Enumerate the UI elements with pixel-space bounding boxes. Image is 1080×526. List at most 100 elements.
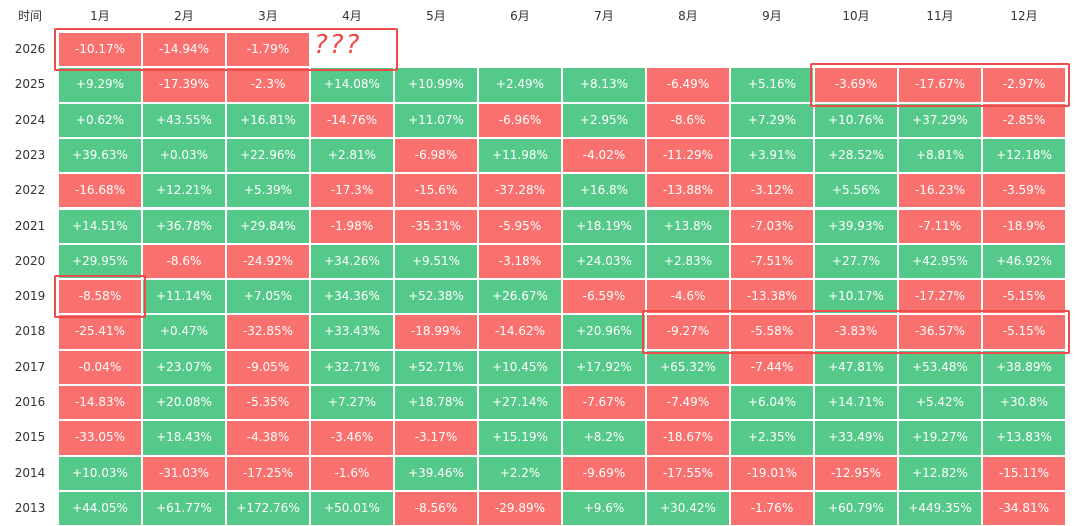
heatmap-cell: -6.59% [562,279,646,315]
heatmap-cell: +20.08% [142,385,226,421]
heatmap-cell: -18.67% [646,420,730,456]
heatmap-cell: +37.29% [898,102,982,138]
heatmap-cell: +2.49% [478,67,562,103]
heatmap-cell: +8.81% [898,137,982,174]
heatmap-cell: -2.3% [226,67,310,103]
heatmap-cell: +17.92% [562,349,646,385]
heatmap-cell: -11.29% [646,137,730,174]
column-header: 9月 [762,9,782,23]
heatmap-cell: -2.97% [982,67,1066,103]
heatmap-cell: +30.8% [982,385,1066,421]
heatmap-cell: +2.83% [646,243,730,280]
heatmap-cell: +172.76% [226,490,310,526]
heatmap-cell: +13.8% [646,208,730,244]
heatmap-cell: +23.07% [142,349,226,385]
heatmap-cell: +12.18% [982,137,1066,174]
heatmap-cell: -5.35% [226,385,310,421]
heatmap-cell: +24.03% [562,243,646,280]
row-label-year: 2024 [14,112,46,127]
heatmap-cell: +46.92% [982,243,1066,280]
heatmap-cell: -7.51% [730,243,814,280]
heatmap-cell: +39.93% [814,208,898,244]
heatmap-cell: -17.67% [898,67,982,103]
heatmap-cell: +449.35% [898,490,982,526]
heatmap-cell: -6.98% [394,137,478,174]
column-header: 11月 [926,9,954,23]
heatmap-cell: +15.19% [478,420,562,456]
heatmap-cell: +12.82% [898,455,982,491]
heatmap-cell: -5.95% [478,208,562,244]
heatmap-cell: -14.76% [310,102,394,138]
heatmap-cell: +0.62% [58,102,142,138]
heatmap-cell: -14.83% [58,385,142,421]
heatmap-cell: -7.11% [898,208,982,244]
heatmap-cell: -25.41% [58,314,142,350]
heatmap-cell: +9.6% [562,490,646,526]
heatmap-cell: +29.95% [58,243,142,280]
heatmap-cell: +13.83% [982,420,1066,456]
heatmap-cell: +47.81% [814,349,898,385]
heatmap-cell: -14.94% [142,32,226,68]
heatmap-cell: +32.71% [310,349,394,385]
heatmap-cell: -6.49% [646,67,730,103]
row-label-year: 2019 [14,289,46,304]
heatmap-cell: -7.44% [730,349,814,385]
heatmap-cell: -9.69% [562,455,646,491]
heatmap-cell: -7.03% [730,208,814,244]
heatmap-cell: +10.76% [814,102,898,138]
heatmap-cell: +34.36% [310,279,394,315]
column-header: 6月 [510,9,530,23]
heatmap-cell: -1.6% [310,455,394,491]
heatmap-cell: +39.46% [394,455,478,491]
heatmap-cell: +18.19% [562,208,646,244]
heatmap-cell: +33.43% [310,314,394,350]
heatmap-cell: +8.13% [562,67,646,103]
heatmap-cell: -18.9% [982,208,1066,244]
heatmap-cell: -16.68% [58,173,142,209]
heatmap-cell: -1.79% [226,32,310,68]
heatmap-cell: -17.3% [310,173,394,209]
heatmap-cell: +27.14% [478,385,562,421]
heatmap-cell: +16.8% [562,173,646,209]
heatmap-cell: +14.08% [310,67,394,103]
heatmap-cell: +29.84% [226,208,310,244]
heatmap-cell: -17.27% [898,279,982,315]
heatmap-cell: +16.81% [226,102,310,138]
heatmap-cell: +10.03% [58,455,142,491]
heatmap-cell: -8.6% [142,243,226,280]
heatmap-cell: -7.49% [646,385,730,421]
heatmap-cell: -8.6% [646,102,730,138]
heatmap-cell: -35.31% [394,208,478,244]
heatmap-cell: +19.27% [898,420,982,456]
heatmap-cell: -24.92% [226,243,310,280]
heatmap-cell: +43.55% [142,102,226,138]
heatmap-cell: -7.67% [562,385,646,421]
heatmap-cell: +39.63% [58,137,142,174]
heatmap-cell: -13.38% [730,279,814,315]
heatmap-cell: -4.38% [226,420,310,456]
row-label-year: 2016 [14,395,46,409]
heatmap-cell: -6.96% [478,102,562,138]
heatmap-cell: +34.26% [310,243,394,280]
heatmap-cell: +5.39% [226,173,310,209]
row-label-year: 2026 [14,42,46,56]
heatmap-cell: -15.6% [394,173,478,209]
heatmap-cell: +38.89% [982,349,1066,385]
row-label-year: 2015 [14,430,46,445]
heatmap-cell: -17.39% [142,67,226,103]
heatmap-cell: +44.05% [58,490,142,526]
heatmap-cell: -3.83% [814,314,898,350]
column-header: 2月 [174,9,194,23]
row-label-year: 2023 [14,147,46,162]
heatmap-cell: +9.51% [394,243,478,280]
heatmap-cell: +22.96% [226,137,310,174]
row-label-year: 2017 [14,359,46,374]
heatmap-cell: +0.47% [142,314,226,350]
heatmap-cell: -1.76% [730,490,814,526]
heatmap-cell: -8.56% [394,490,478,526]
heatmap-cell: -31.03% [142,455,226,491]
heatmap-cell: +7.27% [310,385,394,421]
heatmap-cell: +7.05% [226,279,310,315]
row-label-year: 2013 [14,500,46,515]
